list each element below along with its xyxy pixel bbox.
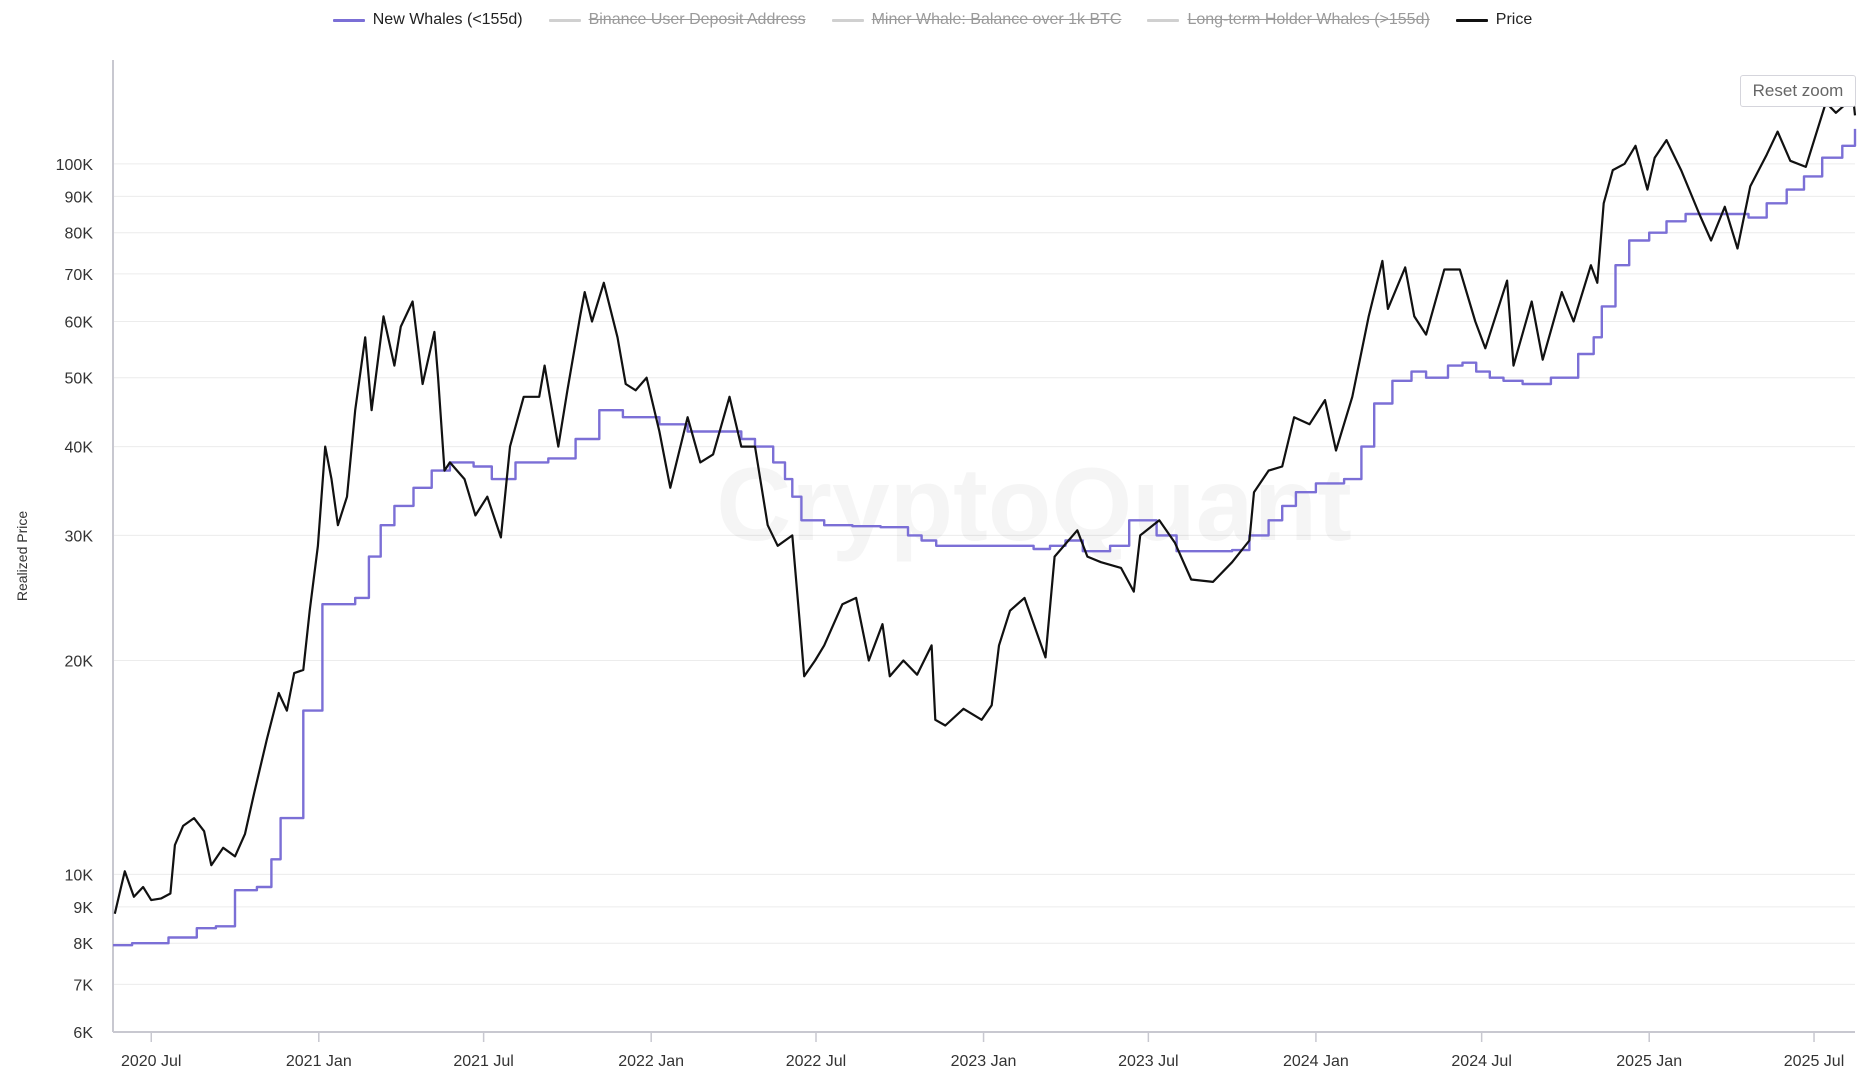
x-tick-label: 2023 Jul bbox=[1118, 1053, 1179, 1070]
y-tick-label: 70K bbox=[65, 267, 94, 284]
x-tick-label: 2021 Jul bbox=[453, 1053, 514, 1070]
x-tick-label: 2024 Jul bbox=[1451, 1053, 1512, 1070]
y-tick-label: 30K bbox=[65, 528, 94, 545]
y-tick-label: 90K bbox=[65, 189, 94, 206]
y-tick-label: 20K bbox=[65, 653, 94, 670]
legend-item-price[interactable]: Price bbox=[1455, 11, 1533, 29]
legend-swatch-price bbox=[1455, 18, 1488, 22]
x-tick-label: 2025 Jul bbox=[1784, 1053, 1845, 1070]
y-tick-label: 80K bbox=[65, 226, 94, 243]
x-tick-label: 2025 Jan bbox=[1616, 1053, 1682, 1070]
y-tick-label: 8K bbox=[73, 936, 93, 953]
reset-zoom-button[interactable]: Reset zoom bbox=[1740, 75, 1856, 107]
legend-label: Long-term Holder Whales (>155d) bbox=[1187, 11, 1430, 28]
x-tick-label: 2021 Jan bbox=[286, 1053, 352, 1070]
x-tick-label: 2022 Jul bbox=[786, 1053, 847, 1070]
legend-label: Binance User Deposit Address bbox=[588, 11, 806, 28]
legend-swatch-new-whales bbox=[332, 18, 365, 22]
x-tick-label: 2022 Jan bbox=[618, 1053, 684, 1070]
series-layer bbox=[113, 96, 1857, 947]
legend-swatch-binance-deposit bbox=[548, 18, 581, 22]
y-axis: 6K 7K 8K 9K 10K 20K 30K 40K 50K 60K 70K 80K 90K 100K bbox=[56, 60, 114, 1042]
legend-swatch-lth-whales bbox=[1147, 18, 1180, 22]
y-tick-label: 9K bbox=[73, 900, 93, 917]
x-tick-label: 2024 Jan bbox=[1283, 1053, 1349, 1070]
y-tick-label: 10K bbox=[65, 867, 94, 884]
x-axis: 2020 Jul 2021 Jan 2021 Jul 2022 Jan 2022 Jul… bbox=[113, 1031, 1855, 1070]
legend-item-miner-whale[interactable]: Miner Whale: Balance over 1k BTC bbox=[831, 11, 1122, 29]
legend-label: New Whales (<155d) bbox=[372, 11, 523, 28]
series-line-new-whales-155d bbox=[113, 128, 1857, 947]
legend-swatch-miner-whale bbox=[831, 18, 864, 22]
legend-label: Price bbox=[1495, 11, 1533, 28]
y-tick-label: 100K bbox=[56, 157, 94, 174]
chart-legend: New Whales (<155d) Binance User Deposit … bbox=[0, 8, 1865, 32]
x-tick-label: 2023 Jan bbox=[951, 1053, 1017, 1070]
y-tick-label: 40K bbox=[65, 440, 94, 457]
x-tick-label: 2020 Jul bbox=[121, 1053, 182, 1070]
legend-item-lth-whales[interactable]: Long-term Holder Whales (>155d) bbox=[1147, 11, 1430, 29]
y-tick-label: 60K bbox=[65, 314, 94, 331]
y-tick-label: 50K bbox=[65, 371, 94, 388]
series-line-price bbox=[113, 96, 1857, 915]
gridlines bbox=[113, 163, 1855, 985]
y-tick-label: 6K bbox=[73, 1025, 93, 1042]
legend-label: Miner Whale: Balance over 1k BTC bbox=[871, 11, 1122, 28]
legend-item-binance-deposit[interactable]: Binance User Deposit Address bbox=[548, 11, 806, 29]
y-tick-label: 7K bbox=[73, 977, 93, 994]
legend-item-new-whales[interactable]: New Whales (<155d) bbox=[332, 11, 523, 29]
